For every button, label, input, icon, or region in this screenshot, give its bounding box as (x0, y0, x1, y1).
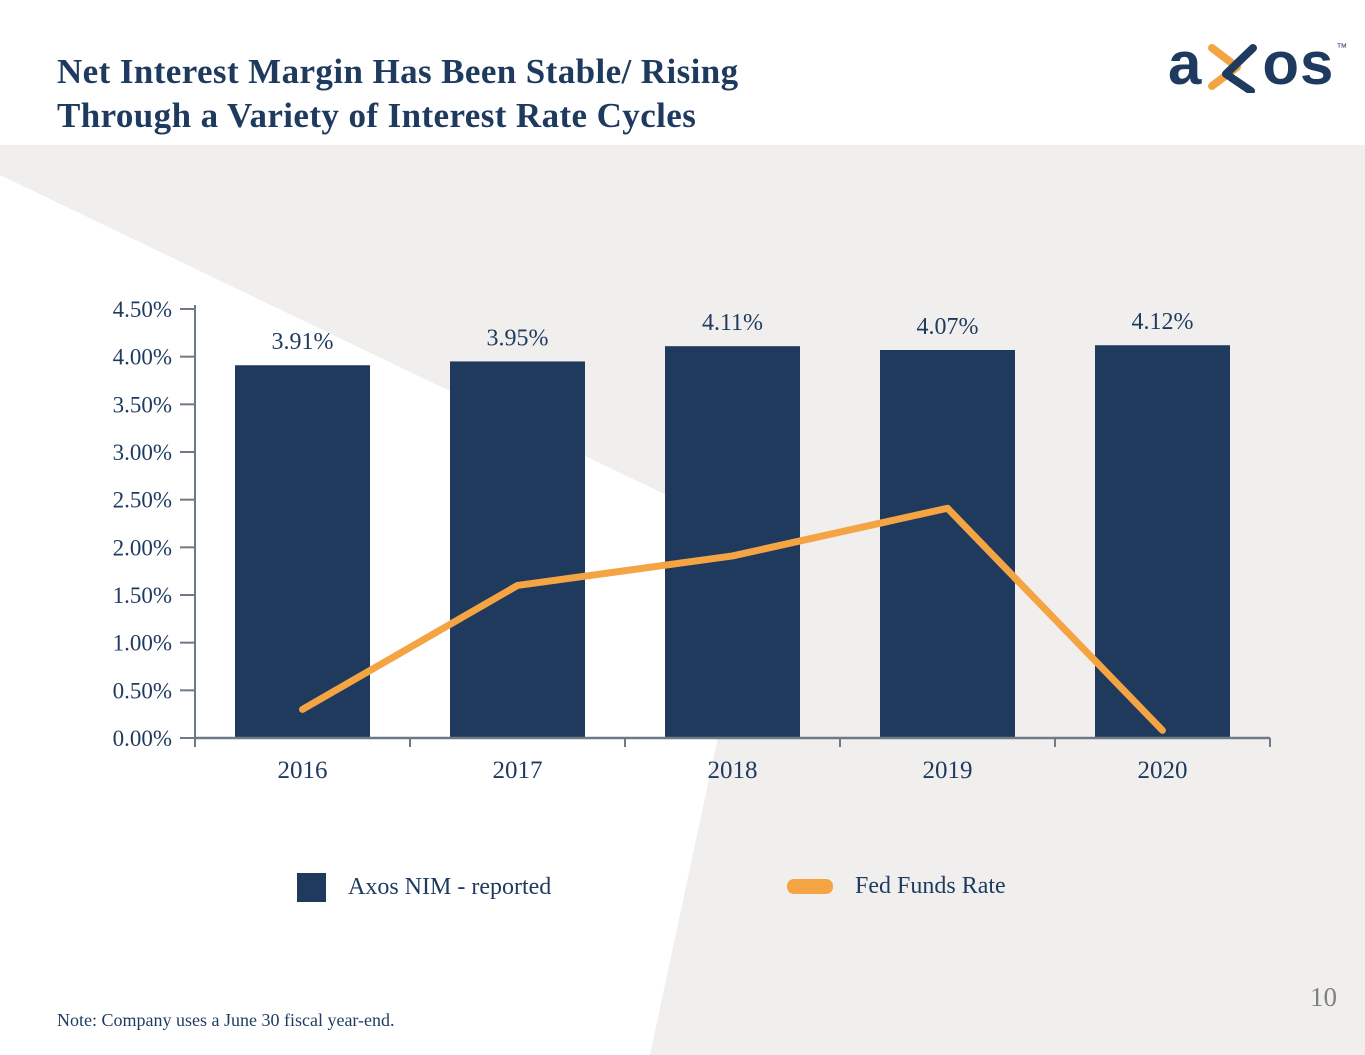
fed-funds-rate-line (299, 504, 1166, 734)
legend-swatch-fed-funds (787, 879, 833, 894)
bar-2017 (450, 361, 585, 738)
x-axis-label-2016: 2016 (278, 757, 328, 784)
page-number: 10 (1310, 982, 1337, 1012)
y-tick-label: 1.50% (113, 583, 172, 608)
bar-value-label-2019: 4.07% (917, 314, 979, 340)
legend-item-axos-nim: Axos NIM - reported (297, 873, 551, 902)
logo-x-icon (1208, 44, 1258, 93)
y-tick-label: 4.00% (113, 345, 172, 370)
logo-letter-s: s (1300, 30, 1335, 97)
axos-logo: a o s ™ (1168, 34, 1348, 94)
y-tick-label: 2.00% (113, 535, 172, 560)
bar-2018 (665, 346, 800, 738)
x-axis-label-2020: 2020 (1138, 757, 1188, 784)
y-tick-label: 1.00% (113, 631, 172, 656)
slide-title-line2: Through a Variety of Interest Rate Cycle… (57, 96, 697, 135)
bar-value-label-2016: 3.91% (272, 329, 334, 355)
y-tick-label: 0.00% (113, 726, 172, 751)
slide-title-line1: Net Interest Margin Has Been Stable/ Ris… (57, 52, 739, 91)
y-tick-label: 3.50% (113, 392, 172, 417)
legend-label-fed-funds: Fed Funds Rate (855, 873, 1006, 899)
legend-swatch-axos-nim (297, 873, 326, 902)
y-tick-label: 0.50% (113, 678, 172, 703)
nim-fed-funds-chart: 0.00% 0.50% 1.00% 1.50% 2.00% 2.50% 3.00% 3.50%… (113, 297, 1271, 784)
legend-item-fed-funds: Fed Funds Rate (787, 873, 1006, 900)
footnote: Note: Company uses a June 30 fiscal year… (57, 1010, 395, 1030)
bar-value-label-2018: 4.11% (702, 310, 763, 336)
bar-value-label-2017: 3.95% (487, 325, 549, 351)
x-axis-label-2019: 2019 (923, 757, 973, 784)
y-tick-label: 4.50% (113, 297, 172, 322)
bar-2016 (235, 365, 370, 738)
logo-letter-o: o (1262, 30, 1301, 97)
legend-label-axos-nim: Axos NIM - reported (348, 874, 552, 900)
bar-2020 (1095, 345, 1230, 738)
slide-title: Net Interest Margin Has Been Stable/ Ris… (57, 50, 739, 138)
x-axis-label-2018: 2018 (708, 757, 758, 784)
y-tick-label: 2.50% (113, 488, 172, 513)
white-chevron-watermark (0, 175, 760, 1055)
y-tick-label: 3.00% (113, 440, 172, 465)
logo-letter-a: a (1168, 30, 1203, 97)
bar-2019 (880, 349, 1015, 738)
bar-value-label-2020: 4.12% (1132, 309, 1194, 335)
logo-trademark: ™ (1336, 42, 1349, 54)
x-axis-label-2017: 2017 (493, 757, 543, 784)
